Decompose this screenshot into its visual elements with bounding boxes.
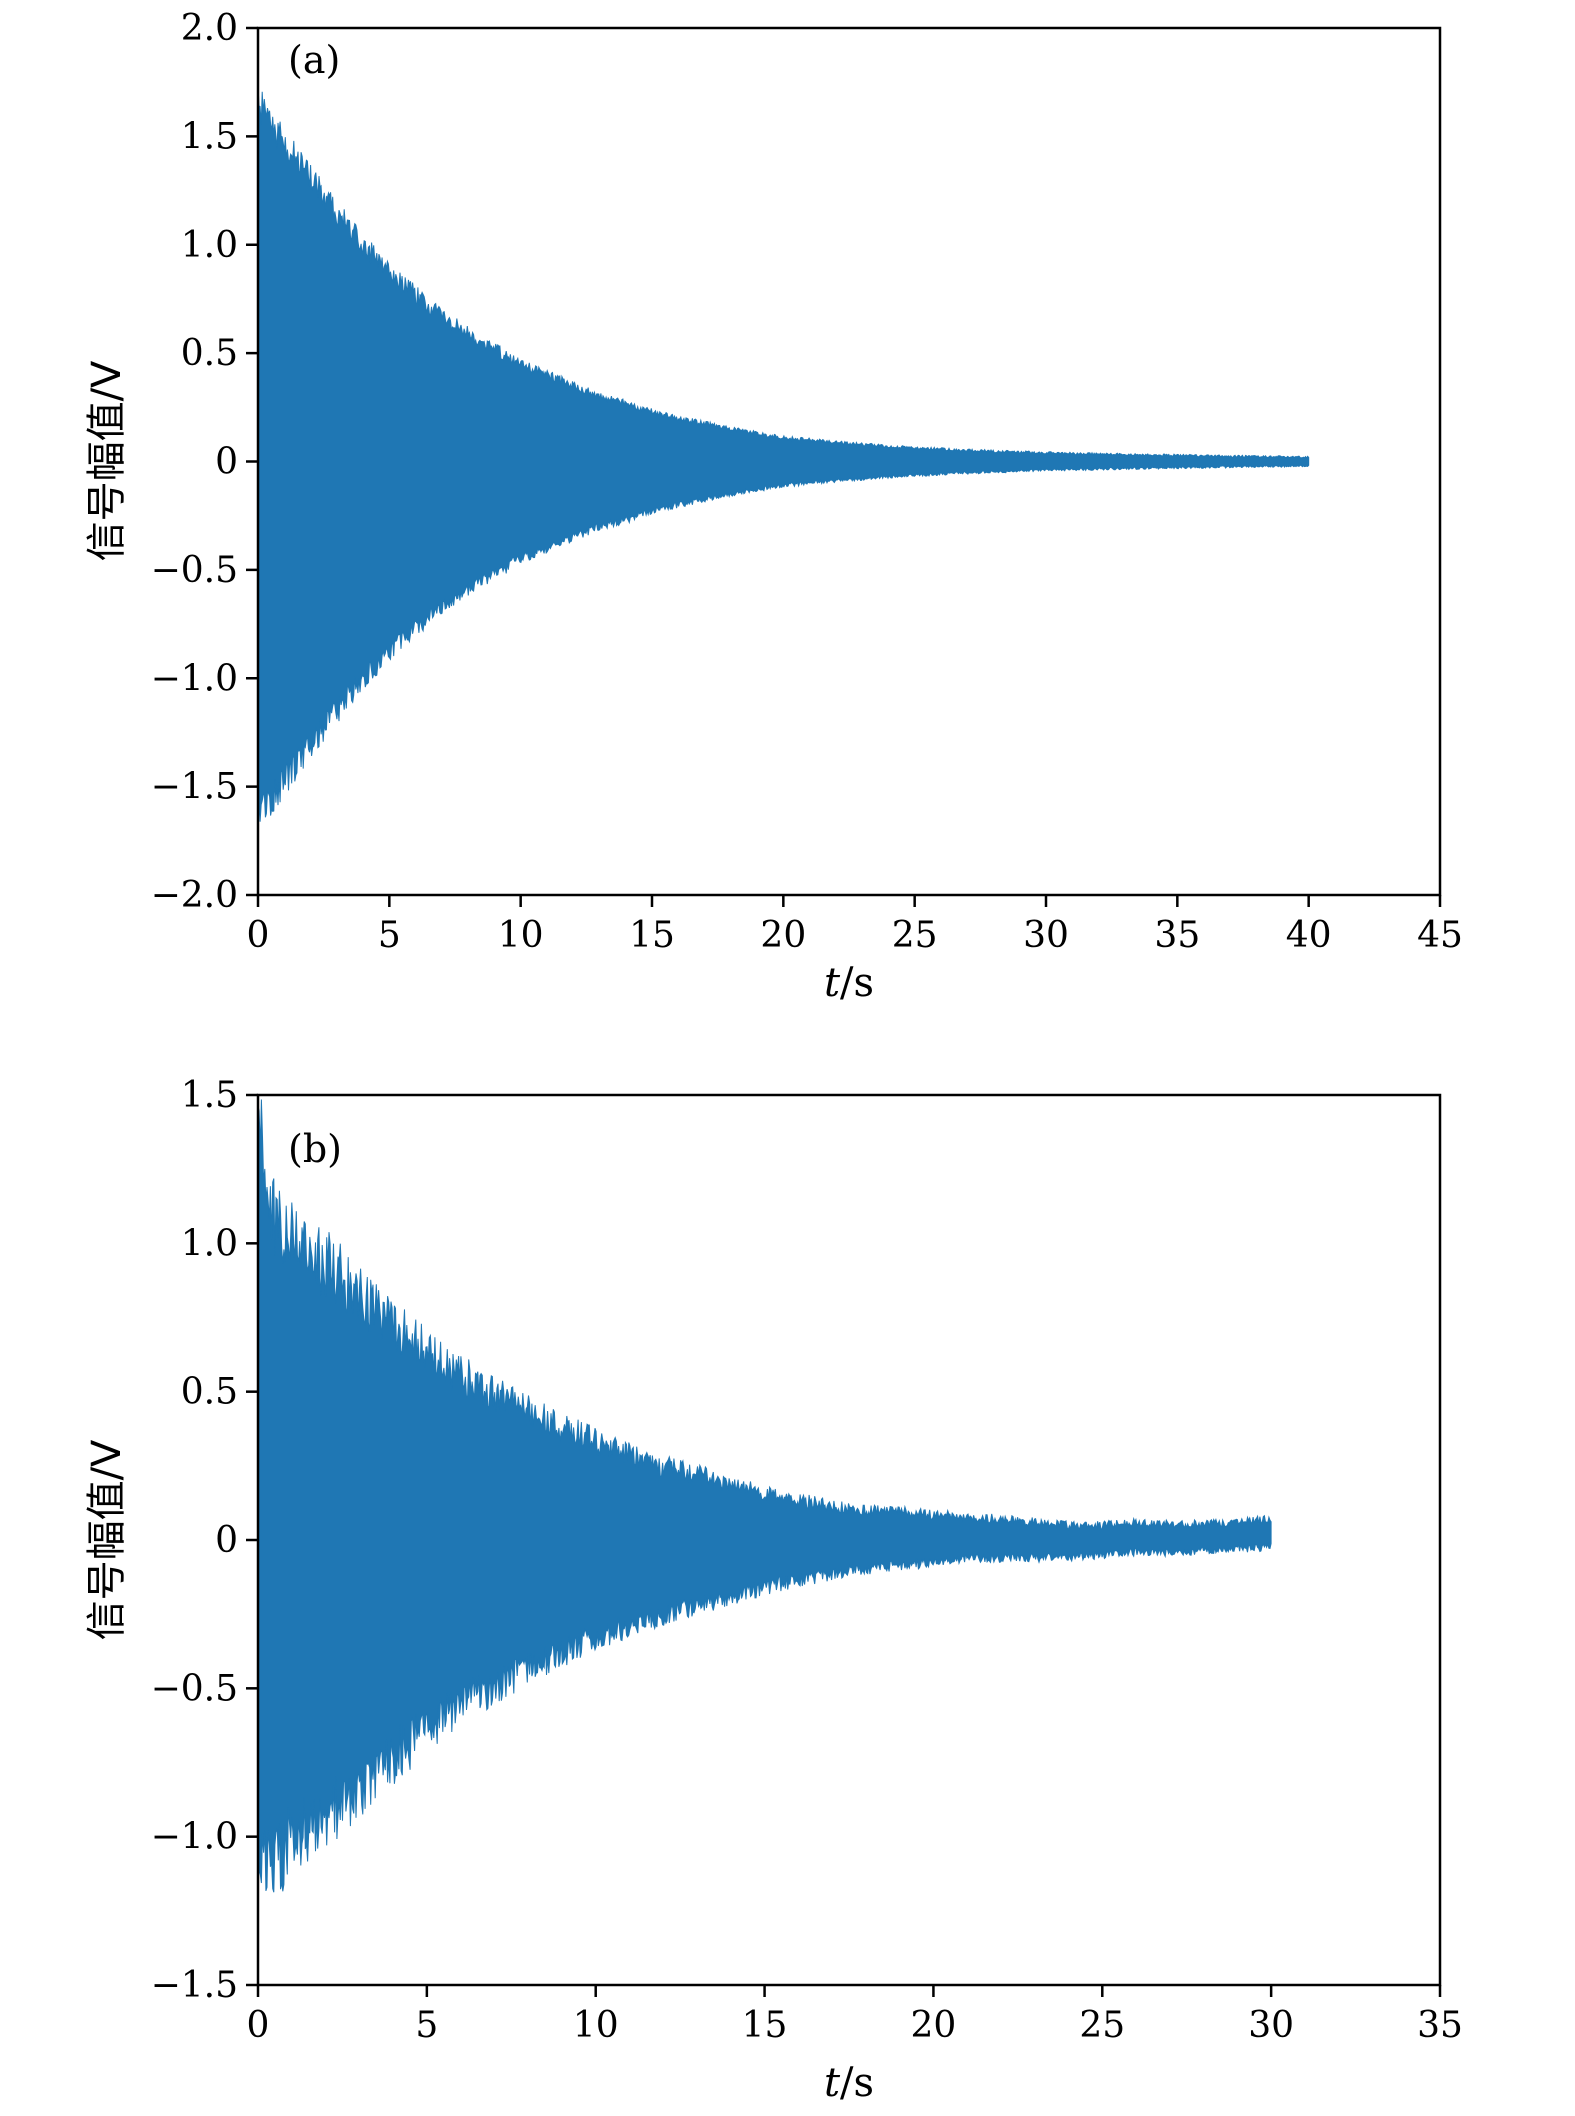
x-tick-label: 0: [247, 2005, 270, 2046]
y-tick-label: −1.0: [151, 1817, 238, 1858]
signal-trace: [258, 1099, 1272, 1893]
x-tick-label: 25: [1079, 2005, 1125, 2046]
plot-a: 0 5 10 15 20 25 30 35 40 45 −2.0 −1.5 −1.0 −0.5 0 0.5 1.…: [151, 8, 1463, 956]
x-tick-label: 35: [1417, 2005, 1463, 2046]
axes-frame: [256, 26, 1442, 897]
panel-b-xlabel: t/s: [824, 2060, 874, 2106]
panel-b-xlabel-variable: t: [823, 2060, 841, 2106]
y-tick-label: −0.5: [151, 550, 238, 591]
panel-b-label: (b): [288, 1127, 342, 1171]
panel-a: 0 5 10 15 20 25 30 35 40 45 −2.0 −1.5 −1.0 −0.5 0 0.5 1.…: [0, 0, 1575, 1041]
y-tick-label: 0: [215, 1520, 238, 1561]
signal-trace: [258, 85, 1310, 827]
panel-b-xlabel-unit: /s: [840, 2060, 875, 2106]
x-tick-label: 30: [1248, 2005, 1294, 2046]
x-tick-label: 20: [911, 2005, 957, 2046]
plot-b: 0 5 10 15 20 25 30 35 −1.5 −1.0 −0.5 0 0.5 1.0 1.5: [151, 1075, 1463, 2046]
y-tick-label: −0.5: [151, 1668, 238, 1709]
x-tick-label: 25: [892, 915, 938, 956]
panel-a-label: (a): [288, 38, 341, 82]
x-tick-label: 40: [1286, 915, 1332, 956]
y-tick-label: 0.5: [181, 1372, 238, 1413]
y-tick-label: 1.5: [181, 116, 238, 157]
x-tick-label: 5: [378, 915, 401, 956]
panel-a-xlabel-unit: /s: [840, 960, 875, 1006]
panel-a-xlabel-variable: t: [823, 960, 841, 1006]
y-tick-label: −1.5: [151, 1965, 238, 2006]
x-tick-label: 0: [247, 915, 270, 956]
y-tick-label: −1.5: [151, 767, 238, 808]
y-tick-label: 1.5: [181, 1075, 238, 1116]
axes-frame: [256, 1093, 1442, 1987]
y-tick-label: 1.0: [181, 225, 238, 266]
x-tick-label: 10: [573, 2005, 619, 2046]
x-tick-label: 10: [498, 915, 544, 956]
x-tick-label: 45: [1417, 915, 1463, 956]
signal-area-(b): [258, 1099, 1272, 1893]
y-tick-label: 0: [215, 442, 238, 483]
x-tick-label: 20: [760, 915, 806, 956]
x-tick-label: 5: [415, 2005, 438, 2046]
x-tick-label: 35: [1154, 915, 1200, 956]
signal-area-(a): [258, 85, 1310, 827]
panel-b-ylabel: 信号幅值/V: [84, 1439, 130, 1641]
x-tick-label: 15: [742, 2005, 788, 2046]
y-tick-label: 1.0: [181, 1223, 238, 1264]
panel-b: 0 5 10 15 20 25 30 35 −1.5 −1.0 −0.5 0 0.5 1.0 1.5 (b)…: [0, 1075, 1575, 2116]
x-tick-label: 15: [629, 915, 675, 956]
x-tick-label: 30: [1023, 915, 1069, 956]
y-tick-label: −1.0: [151, 658, 238, 699]
panel-a-ylabel: 信号幅值/V: [84, 360, 130, 562]
panel-a-xlabel: t/s: [824, 960, 874, 1006]
y-tick-label: −2.0: [151, 875, 238, 916]
y-tick-label: 2.0: [181, 8, 238, 49]
y-tick-label: 0.5: [181, 333, 238, 374]
